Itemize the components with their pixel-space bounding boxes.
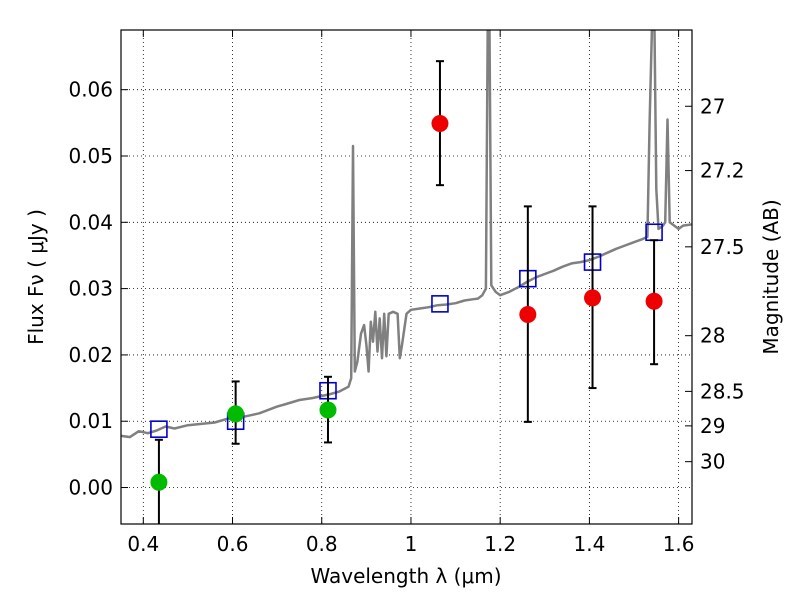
- right-tick-label: 27: [700, 94, 725, 118]
- y-tick-label: 0.06: [68, 78, 113, 102]
- x-tick-label: 0.8: [306, 532, 338, 556]
- x-tick-label: 0.6: [217, 532, 249, 556]
- model-square: [431, 295, 449, 313]
- right-tick-label: 29: [700, 414, 725, 438]
- x-tick-label: 0.4: [127, 532, 159, 556]
- y-tick-label: 0.01: [68, 409, 113, 433]
- red-data-point: [645, 292, 663, 310]
- x-tick-label: 1.2: [484, 532, 516, 556]
- plot-background: [121, 30, 692, 524]
- y-tick-label: 0.05: [68, 144, 113, 168]
- x-axis-label: Wavelength λ (μm): [310, 564, 501, 588]
- data-layer: [121, 30, 692, 524]
- x-tick-label: 1.6: [663, 532, 695, 556]
- right-tick-label: 30: [700, 450, 725, 474]
- right-tick-label: 28: [700, 324, 725, 348]
- green-data-point: [319, 401, 337, 419]
- plot-frame: [120, 29, 693, 525]
- y-tick-label: 0.04: [68, 210, 113, 234]
- x-tick-label: 1.4: [573, 532, 605, 556]
- right-tick-label: 28.5: [700, 379, 745, 403]
- red-data-point: [431, 114, 449, 132]
- ticks: 0.4 0.6 0.8 1 1.2 1.4 1.6 0.00 0.01 0.02 0.03 0.04 0…: [68, 30, 745, 556]
- green-data-point: [150, 473, 168, 491]
- model-square: [150, 420, 168, 438]
- y-tick-label: 0.03: [68, 277, 113, 301]
- right-tick-label: 27.2: [700, 159, 745, 183]
- x-tick-label: 1: [405, 532, 418, 556]
- spectrum-line: [121, 30, 692, 439]
- y-axis-right-label: Magnitude (AB): [759, 199, 783, 354]
- y-axis-label: Flux Fν ( μJy ): [24, 209, 48, 345]
- red-data-point: [584, 289, 602, 307]
- y-tick-label: 0.00: [68, 476, 113, 500]
- red-data-point: [519, 305, 537, 323]
- right-tick-label: 27.5: [700, 235, 745, 259]
- y-tick-label: 0.02: [68, 343, 113, 367]
- green-data-point: [227, 405, 245, 423]
